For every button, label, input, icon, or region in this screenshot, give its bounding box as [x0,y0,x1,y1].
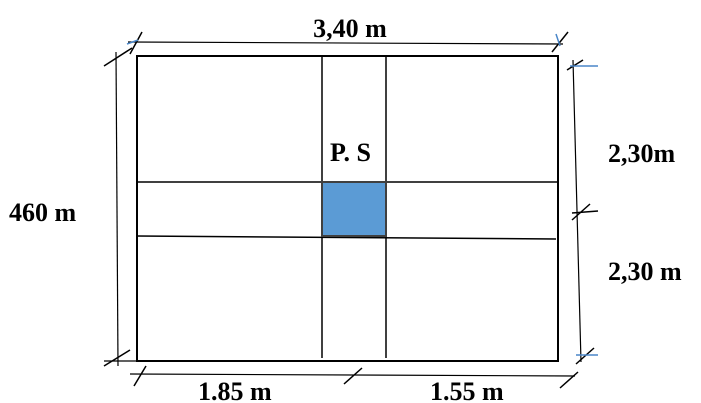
right-dimension-line [572,59,582,363]
bottom-dimension-line [129,373,576,377]
top-dimension-line [127,41,564,45]
bottom-right-dimension-label: 1.55 m [430,377,504,403]
top-left-tick-accent [126,39,139,45]
bottom-left-tick [133,365,147,387]
left-dimension-line [115,51,119,367]
right-bottom-tick [575,347,595,365]
top-left-tick [129,31,143,55]
top-right-tick-accent [555,33,561,47]
right-lower-dimension-label: 2,30 m [608,257,682,286]
left-bottom-tick [103,349,131,367]
top-right-tick [551,31,569,53]
left-top-tick [103,47,133,67]
right-middle-tick-accent [571,210,599,214]
bottom-right-tick [559,371,579,389]
horizontal-divider-bottom [136,235,557,240]
right-upper-dimension-label: 2,30m [608,139,676,168]
room-outline [136,55,559,362]
left-dimension-label: 460 m [9,198,77,227]
bottom-left-dimension-label: 1.85 m [198,377,272,403]
center-label: P. S [330,138,371,167]
right-top-tick [566,59,584,71]
top-dimension-label: 3,40 m [313,14,387,43]
center-square [321,181,387,237]
bottom-middle-tick [343,367,363,385]
